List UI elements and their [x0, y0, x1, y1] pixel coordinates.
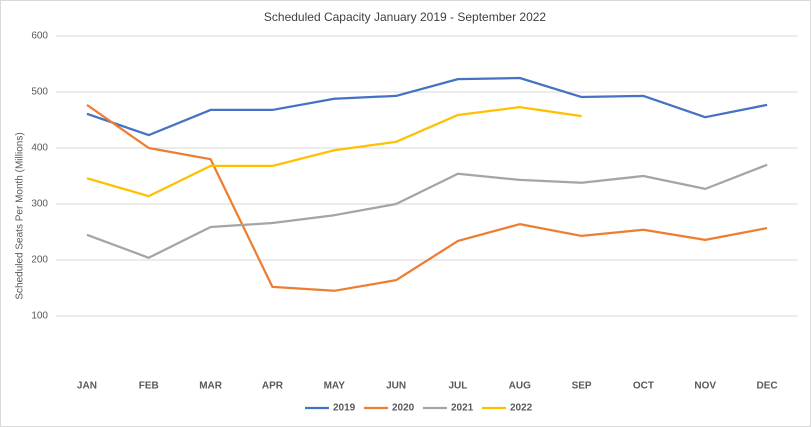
x-tick-label: JUN [386, 381, 406, 392]
series-line [86, 105, 582, 198]
x-tick-label: SEP [572, 381, 592, 392]
x-tick-label: OCT [633, 381, 654, 392]
legend-label: 2019 [333, 403, 356, 414]
x-tick-label: MAY [324, 381, 346, 392]
chart-title: Scheduled Capacity January 2019 - Septem… [264, 10, 547, 24]
y-tick-label: 100 [31, 311, 48, 322]
x-tick-label: APR [262, 381, 284, 392]
y-tick-label: 300 [31, 199, 48, 210]
legend-label: 2021 [451, 403, 474, 414]
y-tick-label: 600 [31, 31, 48, 42]
series-line [86, 163, 768, 259]
x-tick-label: DEC [757, 381, 778, 392]
x-tick-label: JUL [448, 381, 467, 392]
series-line [86, 103, 768, 292]
x-tick-label: FEB [139, 381, 159, 392]
x-tick-label: NOV [694, 381, 716, 392]
y-tick-label: 400 [31, 143, 48, 154]
y-tick-label: 200 [31, 255, 48, 266]
x-tick-label: MAR [199, 381, 223, 392]
x-tick-label: AUG [509, 381, 531, 392]
series-line [86, 76, 768, 137]
legend-label: 2020 [392, 403, 415, 414]
y-axis-label: Scheduled Seats Per Month (Millions) [15, 132, 26, 299]
y-tick-label: 500 [31, 87, 48, 98]
legend-label: 2022 [510, 403, 533, 414]
x-tick-label: JAN [77, 381, 97, 392]
